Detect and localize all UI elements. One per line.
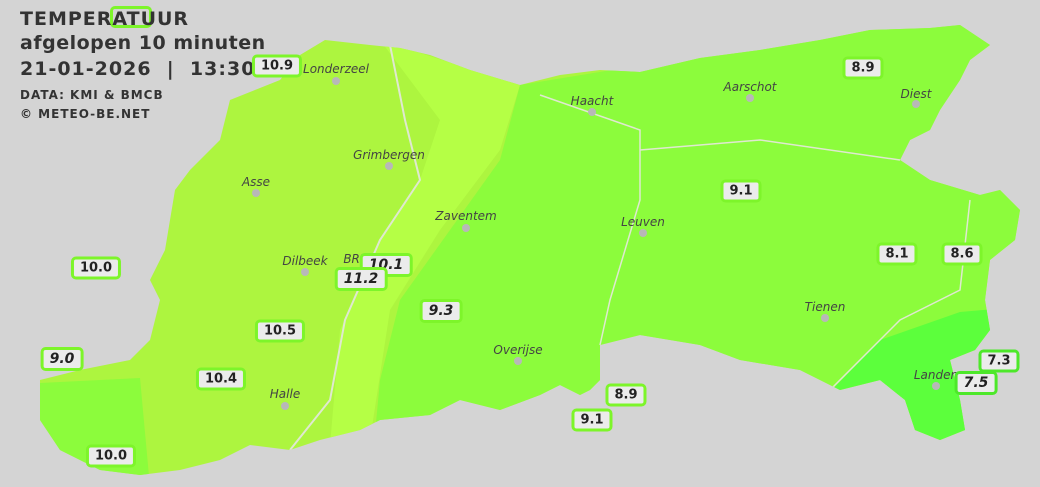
station-temperature-label[interactable]: 10.5: [254, 319, 306, 343]
map-datetime: 21-01-2026 | 13:30: [20, 58, 256, 80]
station-temperature-label[interactable]: 9.1: [720, 179, 762, 203]
station-temperature-label[interactable]: 9.1: [571, 408, 613, 432]
city-label: Zaventem: [435, 209, 497, 223]
city-dot: [385, 162, 393, 170]
station-temperature-label[interactable]: 10.0: [85, 444, 137, 468]
city-dot: [252, 189, 260, 197]
city-label: Asse: [241, 175, 271, 189]
station-temperature-label[interactable]: 10.9: [251, 54, 303, 78]
station-temperature-label[interactable]: 9.3: [419, 299, 463, 323]
station-temperature-label[interactable]: 8.9: [605, 383, 647, 407]
city-label: Tienen: [804, 300, 846, 314]
city-label: Overijse: [493, 343, 543, 357]
road: [639, 139, 901, 161]
station-temperature-label[interactable]: 8.6: [941, 242, 983, 266]
zone-11-12: [330, 40, 520, 445]
city-label: Leuven: [621, 215, 665, 229]
city-dot: [301, 268, 309, 276]
city-dot: [746, 94, 754, 102]
map-subtitle: afgelopen 10 minuten: [20, 32, 266, 54]
city-dot: [588, 108, 596, 116]
city-label: Diest: [900, 87, 932, 101]
city-label: Haacht: [570, 94, 614, 108]
city-label: Halle: [269, 387, 301, 401]
city-dot: [281, 402, 289, 410]
road: [289, 44, 422, 451]
station-temperature-label[interactable]: 8.1: [876, 242, 918, 266]
road: [539, 94, 641, 346]
station-temperature-label[interactable]: 10.0: [70, 256, 122, 280]
data-source: DATA: KMI & BMCB: [20, 88, 164, 102]
zone-9-10-southwest: [40, 378, 150, 475]
city-dot: [462, 224, 470, 232]
station-temperature-label[interactable]: 9.0: [40, 347, 84, 371]
station-label-hidden: [110, 6, 152, 28]
station-temperature-label[interactable]: 8.9: [842, 56, 884, 80]
city-dot: [912, 100, 920, 108]
station-temperature-label[interactable]: 11.2: [334, 267, 388, 291]
city-dot: [932, 382, 940, 390]
city-label: Dilbeek: [282, 254, 328, 268]
station-temperature-label[interactable]: 10.4: [195, 367, 247, 391]
station-temperature-label[interactable]: 7.3: [978, 349, 1020, 373]
city-label: Aarschot: [723, 80, 777, 94]
map-title: TEMPERATUUR: [20, 8, 190, 30]
city-label: Landen: [913, 368, 959, 382]
station-temperature-label[interactable]: 7.5: [954, 371, 998, 395]
copyright: © METEO-BE.NET: [20, 107, 151, 121]
city-label: Grimbergen: [353, 148, 425, 162]
city-dot: [821, 314, 829, 322]
city-dot: [514, 357, 522, 365]
city-dot: [639, 229, 647, 237]
city-dot: [332, 77, 340, 85]
city-label: Londerzeel: [303, 62, 369, 76]
